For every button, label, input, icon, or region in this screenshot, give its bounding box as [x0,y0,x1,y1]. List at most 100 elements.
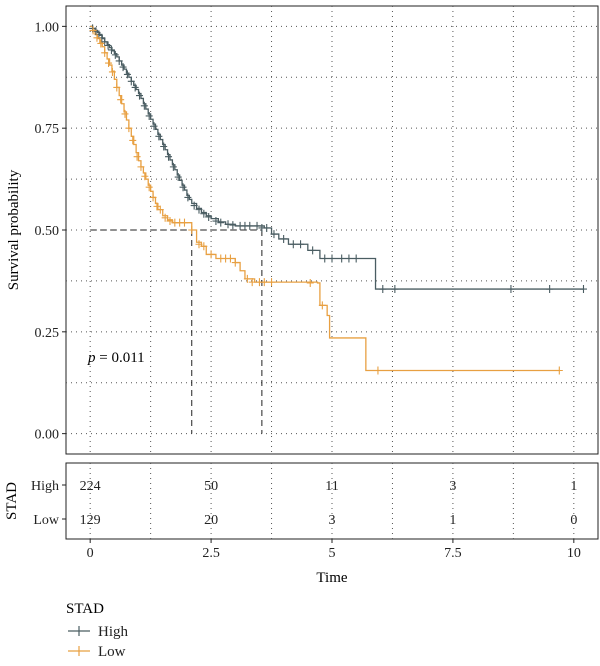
censor-mark-high [229,221,237,230]
censor-mark-low [129,136,137,145]
censor-mark-high [200,209,208,218]
x-axis-label: Time [316,570,347,586]
censor-mark-high [379,285,387,294]
censor-mark-high [391,285,399,294]
censor-mark-low [105,59,113,68]
censor-mark-low [200,242,208,251]
y-axis: 0.00 0.25 0.50 0.75 1.00 [35,20,66,443]
legend-label-low: Low [98,644,126,660]
censor-mark-low [166,217,174,226]
censor-mark-high [190,201,198,210]
y-tick-label: 0.00 [35,428,60,443]
censor-mark-low [188,226,196,234]
censor-mark-low [117,95,125,104]
y-tick-label: 0.50 [35,224,60,239]
x-tick-label: 5 [329,546,336,561]
risk-count-low: 1 [449,513,456,528]
censor-mark-high [205,212,213,221]
censor-mark-high [136,91,144,100]
median-lines [90,229,263,434]
censor-mark-high [507,285,515,294]
censor-marks [89,24,587,375]
censor-mark-high [165,152,173,161]
censor-mark-low [161,213,169,222]
p-value-text: = 0.011 [96,350,145,366]
y-tick-label: 0.25 [35,326,60,341]
censor-mark-high [174,173,182,182]
censor-mark-low [306,278,314,287]
censor-mark-low [125,124,133,133]
x-axis: 0 2.5 5 7.5 10 [87,539,581,561]
censor-mark-high [160,142,168,151]
censor-mark-low [121,109,129,118]
censor-mark-low [101,48,109,57]
censor-mark-low [231,258,239,267]
x-tick-label: 10 [567,546,581,561]
censor-mark-high [131,83,139,92]
censor-mark-low [555,366,563,375]
censor-mark-low [89,26,97,35]
y-tick-label: 0.75 [35,122,60,137]
censor-mark-high [263,223,271,232]
risk-count-high: 11 [325,479,338,494]
risk-count-low: 20 [204,513,218,528]
censor-mark-high [195,205,203,214]
censor-mark-low [260,278,268,287]
risk-table-panel [65,462,599,540]
risk-table: High 224 50 11 3 1 Low 129 20 3 1 0 [31,479,577,528]
censor-mark-low [207,250,215,259]
censor-mark-low [180,218,188,227]
p-value-annotation: p = 0.011 [87,350,145,366]
legend-label-high: High [98,624,129,640]
censor-mark-high [345,254,353,263]
censor-mark-high [169,162,177,171]
censor-mark-high [246,221,254,230]
censor-mark-high [145,111,153,120]
censor-mark-low [97,39,105,48]
y-axis-label: Survival probability [6,169,22,290]
censor-mark-high [101,37,109,46]
censor-mark-high [321,254,329,263]
censor-mark-high [328,254,336,263]
x-tick-label: 2.5 [202,546,220,561]
censor-mark-low [149,193,157,202]
censor-mark-high [338,254,346,263]
censor-mark-high [115,56,123,65]
risk-count-high: 3 [449,479,456,494]
risk-row-label-low: Low [33,513,60,528]
risk-count-high: 50 [204,479,218,494]
censor-mark-low [133,152,141,161]
censor-mark-high [212,217,220,226]
risk-count-low: 3 [329,513,336,528]
risk-count-high: 1 [570,479,577,494]
censor-mark-high [119,63,127,72]
legend: High Low [68,624,129,660]
censor-mark-high [111,50,119,59]
p-value-symbol: p [87,350,96,366]
risk-count-low: 0 [570,513,577,528]
censor-mark-high [289,240,297,249]
censor-mark-low [195,240,203,249]
censor-mark-low [156,205,164,214]
censor-mark-high [270,230,278,239]
censor-mark-high [184,193,192,202]
y-tick-label: 1.00 [35,20,60,35]
censor-mark-low [248,278,256,287]
censor-mark-high [155,132,163,141]
censor-mark-high [179,183,187,192]
censor-mark-high [107,45,115,54]
risk-count-low: 129 [80,513,101,528]
censor-mark-low [113,83,121,92]
risk-count-high: 224 [80,479,101,494]
censor-mark-high [297,240,305,249]
x-tick-label: 0 [87,546,94,561]
censor-mark-low [145,183,153,192]
censor-mark-high [253,221,261,230]
censor-mark-low [108,67,116,76]
censor-mark-high [546,285,554,294]
censor-mark-high [224,220,232,229]
legend-title: STAD [66,601,104,617]
x-tick-label: 7.5 [444,546,462,561]
censor-mark-high [309,246,317,255]
